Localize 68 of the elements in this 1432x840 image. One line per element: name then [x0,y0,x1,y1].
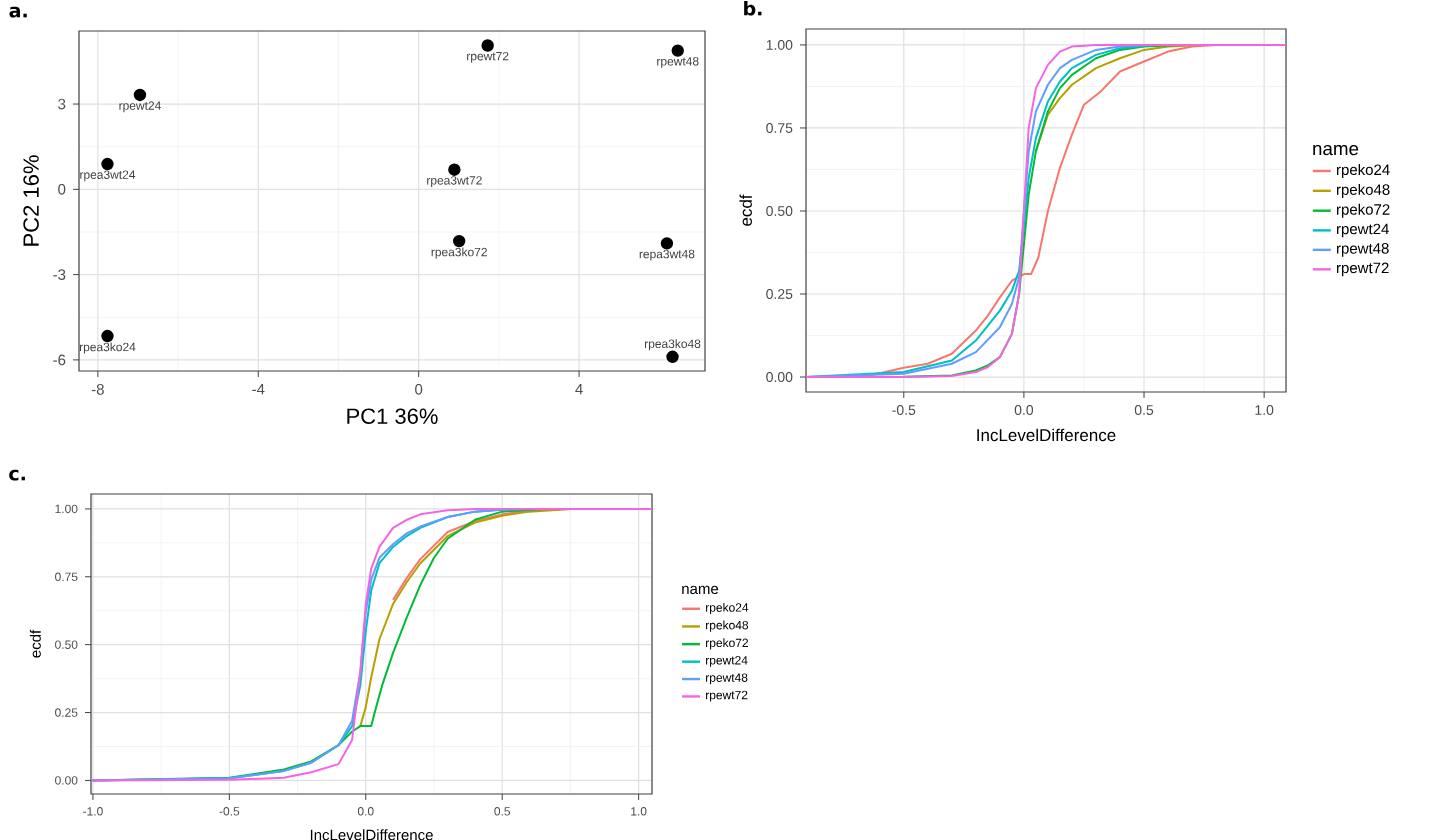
x-tick-label: -4 [252,384,265,395]
point [448,163,461,176]
legend-label: rpewt72 [1337,262,1389,277]
legend-label: rpeko72 [706,638,749,650]
chart-title: c. [9,469,25,481]
annotation: rpea3ko72 [431,247,487,259]
y-tick-label: -3 [53,269,66,280]
x-axis-title: PC1 36% [347,408,438,424]
x-tick-label: 0.5 [494,807,511,816]
y-tick-label: 0.75 [55,572,78,582]
x-tick-label: -8 [91,384,104,395]
legend-label: rpeko48 [706,620,749,632]
x-tick-label: -0.5 [219,807,240,816]
point [452,234,466,248]
x-tick-label: 1.0 [1255,405,1274,415]
x-tick-label: 4 [575,384,583,395]
y-tick-label: 0 [58,184,66,195]
legend-title: name [682,585,719,595]
y-tick-label: 0.00 [766,372,793,382]
legend-label: rpewt48 [706,673,748,685]
legend-label: rpeko72 [1337,203,1390,218]
y-tick-label: -6 [53,354,66,366]
point [101,329,114,343]
x-tick-label: 0.0 [1014,405,1034,415]
annotation: rpewt72 [467,51,509,63]
x-tick-label: -1.0 [83,807,103,816]
y-tick-label: 0.25 [766,289,793,299]
legend-label: rpewt72 [706,690,748,702]
y-tick-label: 3 [58,98,66,110]
x-tick-label: -0.5 [892,405,916,415]
legend-label: rpeko24 [1337,164,1390,179]
y-tick-label: 1.00 [55,504,78,514]
annotation: rpewt48 [657,57,699,68]
annotation: rpea3ko24 [79,342,136,354]
y-tick-label: 1.00 [766,40,793,50]
legend-label: rpeko24 [706,602,749,615]
x-axis-title: IncLevelDifference [310,829,433,840]
y-tick-label: 0.00 [55,776,78,785]
legend-label: rpewt24 [706,656,748,667]
y-tick-label: 0.75 [766,123,793,133]
point [666,350,679,363]
chart-title: b. [744,0,762,16]
point [133,88,147,102]
annotation: repa3wt48 [639,249,695,261]
y-tick-label: 0.25 [55,708,78,717]
point [660,237,674,250]
annotation: rpea3ko48 [644,339,701,351]
legend-title: name [1313,144,1359,156]
y-tick-label: 0.50 [55,640,78,649]
annotation: rpea3wt72 [427,176,482,187]
point [101,157,114,171]
legend-label: rpewt48 [1337,243,1389,257]
y-axis-title: PC2 16% [23,155,39,246]
x-tick-label: 0 [415,384,423,395]
y-axis-title: ecdf [739,194,752,226]
legend-label: rpewt24 [1337,223,1389,238]
annotation: rpewt24 [119,101,161,113]
x-tick-label: 1.0 [631,807,647,816]
x-tick-label: 0.5 [1134,405,1154,415]
y-axis-title: ecdf [29,629,41,658]
annotation: rpea3wt24 [80,170,136,182]
x-axis-title: IncLevelDifference [977,428,1116,442]
y-tick-label: 0.50 [766,206,793,216]
x-tick-label: 0.0 [357,807,374,816]
point [671,44,684,57]
chart-title: a. [9,6,27,18]
legend-label: rpeko48 [1337,183,1390,198]
point [481,39,494,52]
